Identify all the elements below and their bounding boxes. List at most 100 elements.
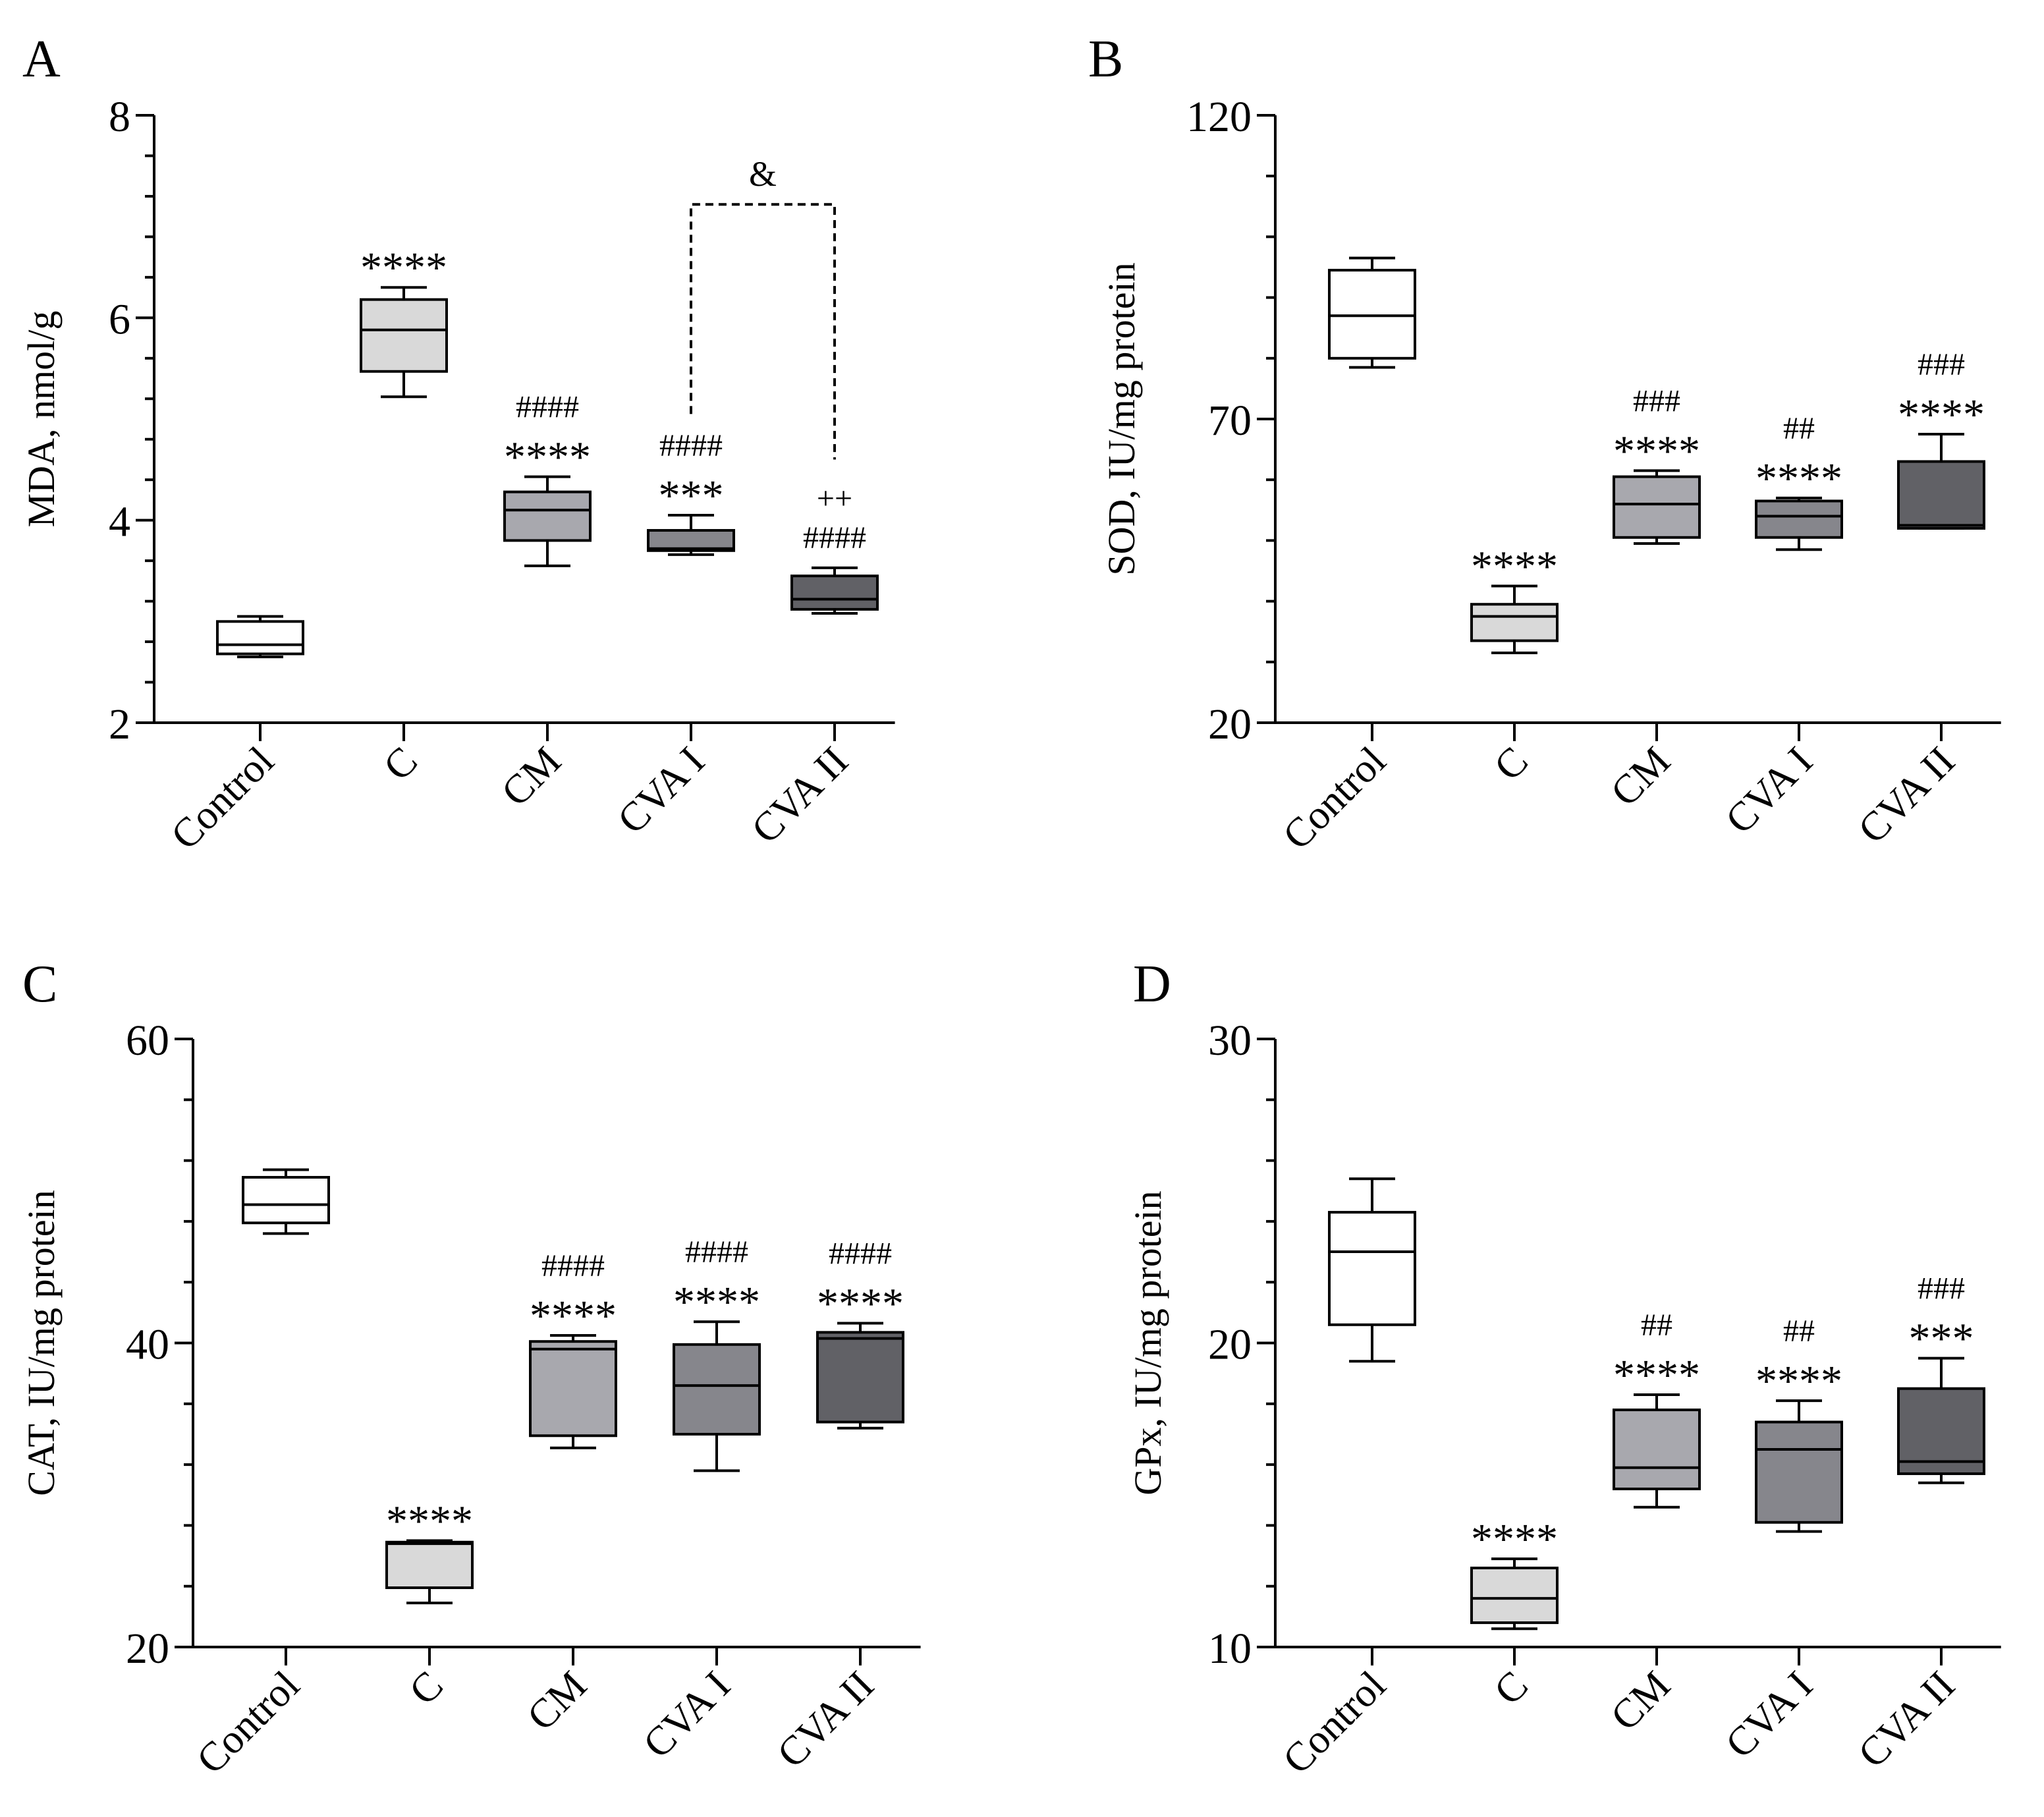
box-iqr	[529, 1340, 617, 1438]
y-tick-label: 40	[126, 1321, 169, 1369]
significance-label: ##	[1641, 1308, 1672, 1343]
box-iqr	[816, 1331, 904, 1424]
box-1	[1328, 256, 1416, 369]
panel-label: C	[22, 955, 57, 1013]
significance-label: ####	[829, 1237, 892, 1272]
significance-label: ###	[1918, 347, 1965, 382]
box-iqr	[1897, 460, 1985, 530]
x-tick-label: Control	[163, 739, 283, 858]
significance-label: ###	[1633, 383, 1680, 418]
x-tick-label: C	[375, 739, 426, 789]
panel-label: B	[1088, 30, 1123, 88]
significance-label: ****	[530, 1292, 617, 1340]
box-1	[242, 1168, 330, 1235]
significance-label: ***	[1909, 1315, 1974, 1363]
significance-label: ****	[1613, 1351, 1700, 1399]
box-iqr	[1755, 499, 1843, 539]
y-tick-label: 10	[1208, 1625, 1252, 1673]
box-2: ****	[360, 244, 448, 399]
significance-label: ####	[803, 520, 866, 555]
y-tick-label: 20	[126, 1625, 169, 1673]
y-tick-label: 8	[109, 93, 130, 141]
significance-label: ****	[1613, 427, 1700, 475]
box-iqr	[1613, 1409, 1701, 1491]
significance-label: ****	[1755, 455, 1842, 503]
box-2: ****	[385, 1497, 474, 1605]
box-3: **** ###	[1613, 383, 1701, 545]
box-iqr	[385, 1540, 474, 1590]
box-iqr	[242, 1175, 330, 1225]
x-tick-label: CVA II	[1850, 739, 1964, 853]
y-tick-label: 2	[109, 700, 130, 748]
panel-label: A	[22, 30, 61, 88]
x-tick-label: Control	[188, 1663, 308, 1783]
x-tick-label: CVA II	[743, 739, 857, 853]
box-1	[1328, 1177, 1416, 1363]
box-iqr	[216, 620, 304, 656]
box-iqr	[360, 298, 448, 373]
y-axis-title: CAT, IU/mg protein	[20, 1190, 63, 1496]
significance-label: ###	[1918, 1272, 1965, 1306]
x-tick-label: CVA II	[1850, 1663, 1964, 1777]
x-tick-label: CM	[1603, 739, 1679, 815]
x-tick-label: C	[1486, 1663, 1537, 1714]
y-tick-label: 6	[109, 295, 130, 343]
panel-c: C 20 40 60 CAT, IU/mg protein Control C CM CVA I…	[20, 955, 921, 1783]
significance-label: ***	[659, 472, 724, 520]
box-5: **** ###	[1897, 347, 1985, 530]
y-axis-title: SOD, IU/mg protein	[1100, 262, 1143, 575]
box-5: #### ++	[790, 481, 879, 615]
y-tick-label: 60	[126, 1017, 169, 1065]
significance-label: ****	[1471, 1515, 1558, 1563]
box-5: **** ####	[816, 1237, 904, 1430]
y-tick-label: 20	[1208, 1321, 1252, 1369]
x-tick-label: CVA II	[769, 1663, 883, 1777]
x-tick-label: CM	[1603, 1663, 1679, 1739]
box-iqr	[790, 574, 879, 611]
panel-b: B 20 70 120 SOD, IU/mg protein Control C CM CVA …	[1088, 30, 2001, 858]
box-2: ****	[1470, 1515, 1559, 1631]
y-tick-label: 30	[1208, 1017, 1252, 1065]
significance-label: ****	[504, 433, 591, 482]
box-iqr	[673, 1343, 761, 1436]
significance-label: ****	[1755, 1357, 1842, 1405]
bracket-label: &	[749, 154, 777, 194]
significance-label: ##	[1783, 1314, 1815, 1349]
x-tick-label: CVA I	[635, 1663, 739, 1767]
x-tick-label: CM	[493, 739, 570, 815]
y-tick-label: 120	[1186, 93, 1252, 141]
panel-a: A 2 4 6 8 MDA, nmol/g Control C CM CVA I CVA II ***…	[20, 30, 895, 858]
significance-label: ****	[1898, 391, 1985, 439]
box-iqr	[1755, 1420, 1843, 1524]
box-iqr	[1470, 603, 1559, 642]
significance-label: ####	[685, 1235, 748, 1270]
box-iqr	[1328, 1211, 1416, 1326]
box-4: **** ####	[673, 1235, 761, 1472]
significance-label: ****	[817, 1280, 904, 1328]
box-iqr	[1613, 475, 1701, 539]
box-4: *** ####	[647, 428, 735, 556]
box-iqr	[1897, 1387, 1985, 1475]
box-iqr	[503, 490, 592, 542]
significance-label: ****	[673, 1278, 760, 1326]
significance-label: ****	[360, 244, 447, 292]
box-1	[216, 615, 304, 659]
box-5: *** ###	[1897, 1272, 1985, 1484]
significance-label: ####	[659, 428, 723, 463]
box-2: ****	[1470, 543, 1559, 654]
y-tick-label: 4	[109, 498, 130, 546]
significance-label: ####	[516, 390, 579, 425]
x-tick-label: C	[401, 1663, 452, 1714]
x-tick-label: Control	[1275, 739, 1395, 858]
box-iqr	[647, 529, 735, 552]
box-3: **** ##	[1613, 1308, 1701, 1509]
box-4: **** ##	[1755, 1314, 1843, 1533]
significance-label: ****	[386, 1497, 473, 1545]
box-4: **** ##	[1755, 411, 1843, 551]
box-iqr	[1470, 1567, 1559, 1625]
x-tick-label: Control	[1275, 1663, 1395, 1783]
significance-label: ****	[1471, 543, 1558, 591]
x-tick-label: CVA I	[1717, 739, 1821, 843]
x-tick-label: C	[1486, 739, 1537, 789]
box-3: **** ####	[529, 1248, 617, 1449]
